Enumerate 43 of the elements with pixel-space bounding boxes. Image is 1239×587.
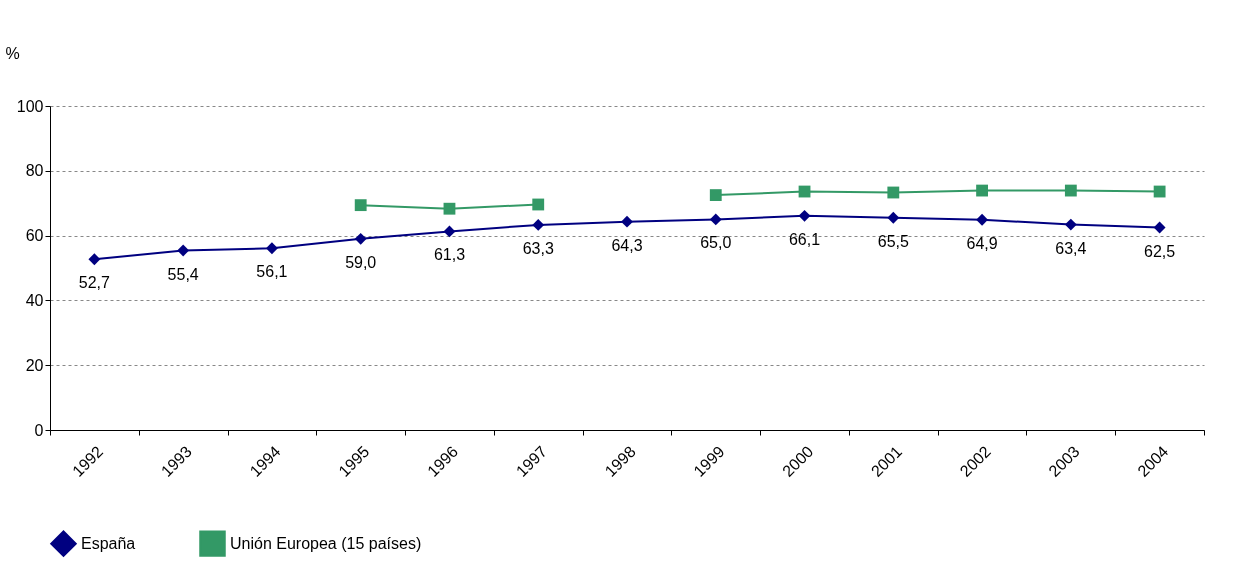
point <box>976 213 988 226</box>
point <box>798 209 811 222</box>
data-label: 59,0 <box>345 253 377 271</box>
data-label: 64,9 <box>966 234 998 252</box>
point <box>709 213 722 226</box>
data-label: 66,1 <box>788 230 821 248</box>
data-label: 63,3 <box>522 239 554 257</box>
data-label: 63,4 <box>1055 239 1087 257</box>
point <box>976 184 988 197</box>
point <box>177 244 190 257</box>
point <box>1153 185 1166 198</box>
point <box>887 186 900 199</box>
data-label: 62,5 <box>1144 242 1176 260</box>
data-label: 61,3 <box>433 246 466 264</box>
data-label: 55,4 <box>167 265 199 283</box>
point <box>354 232 367 245</box>
point <box>1064 218 1077 231</box>
point <box>709 189 722 202</box>
y-tick-label: 20 <box>25 356 44 374</box>
data-label: 65,0 <box>700 234 732 252</box>
y-tick-label: 60 <box>25 227 44 245</box>
y-tick-label: 100 <box>16 97 44 115</box>
y-tick-label: 80 <box>25 162 44 180</box>
point <box>1064 184 1077 197</box>
point <box>887 211 900 224</box>
data-label: 52,7 <box>78 274 111 292</box>
point <box>532 198 545 211</box>
point <box>443 202 456 215</box>
y-tick-label: 40 <box>25 291 44 309</box>
y-axis-title: % <box>5 44 20 62</box>
legend-label: España <box>81 534 136 552</box>
point <box>532 218 545 231</box>
legend-label: Unión Europea (15 países) <box>230 534 422 552</box>
point <box>266 242 278 255</box>
point <box>443 225 456 238</box>
point <box>88 253 101 266</box>
point <box>354 199 367 212</box>
data-label: 64,3 <box>611 236 643 254</box>
point <box>621 215 633 228</box>
data-label: 56,1 <box>256 263 288 281</box>
point <box>1153 221 1166 234</box>
data-label: 65,5 <box>877 232 909 250</box>
y-tick-label: 0 <box>34 421 44 439</box>
